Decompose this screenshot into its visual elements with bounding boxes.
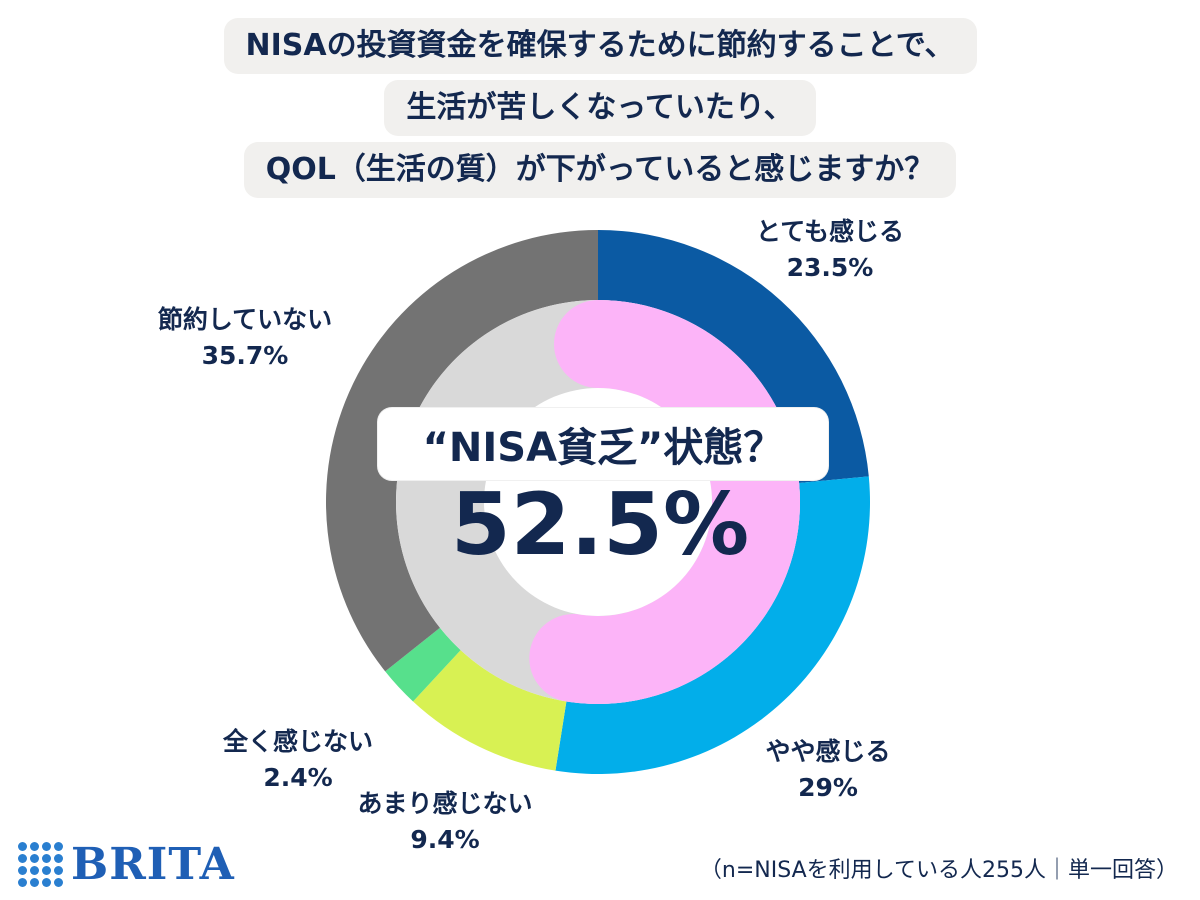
label-setsuyaku: 節約していない 35.7% <box>130 302 360 374</box>
label-yaya: やや感じる 29% <box>728 734 928 806</box>
center-highlight-label: “NISA貧乏”状態？ <box>378 408 828 480</box>
title-line-2: 生活が苦しくなっていたり、 <box>384 80 816 136</box>
chart-title: NISAの投資資金を確保するために節約することで、 生活が苦しくなっていたり、 … <box>0 18 1200 198</box>
label-totemo-value: 23.5% <box>786 253 874 282</box>
label-totemo: とても感じる 23.5% <box>720 214 940 286</box>
title-line-1: NISAの投資資金を確保するために節約することで、 <box>223 18 977 74</box>
slice-3 <box>413 650 567 771</box>
brita-logo: BRITA <box>18 838 235 890</box>
label-yaya-value: 29% <box>798 773 858 802</box>
brita-logo-text: BRITA <box>71 838 235 890</box>
slice-2 <box>555 476 870 775</box>
label-amari: あまり感じない 9.4% <box>330 786 560 858</box>
center-highlight-value: 52.5% <box>450 475 750 575</box>
label-amari-name: あまり感じない <box>357 789 533 818</box>
sample-footnote: （n=NISAを利用している人255人｜単一回答） <box>699 858 1178 883</box>
label-amari-value: 9.4% <box>410 825 480 854</box>
brita-logo-dots-icon <box>18 841 63 887</box>
label-setsuyaku-name: 節約していない <box>157 305 333 334</box>
label-mattaku-value: 2.4% <box>263 763 333 792</box>
title-line-3: QOL（生活の質）が下がっていると感じますか？ <box>243 142 957 198</box>
label-yaya-name: やや感じる <box>765 737 891 766</box>
slice-4 <box>385 627 461 702</box>
slice-5 <box>326 230 598 672</box>
label-mattaku-name: 全く感じない <box>222 727 373 756</box>
label-setsuyaku-value: 35.7% <box>201 341 289 370</box>
label-totemo-name: とても感じる <box>755 217 904 246</box>
label-mattaku: 全く感じない 2.4% <box>198 724 398 796</box>
highlight-arc <box>529 300 800 704</box>
